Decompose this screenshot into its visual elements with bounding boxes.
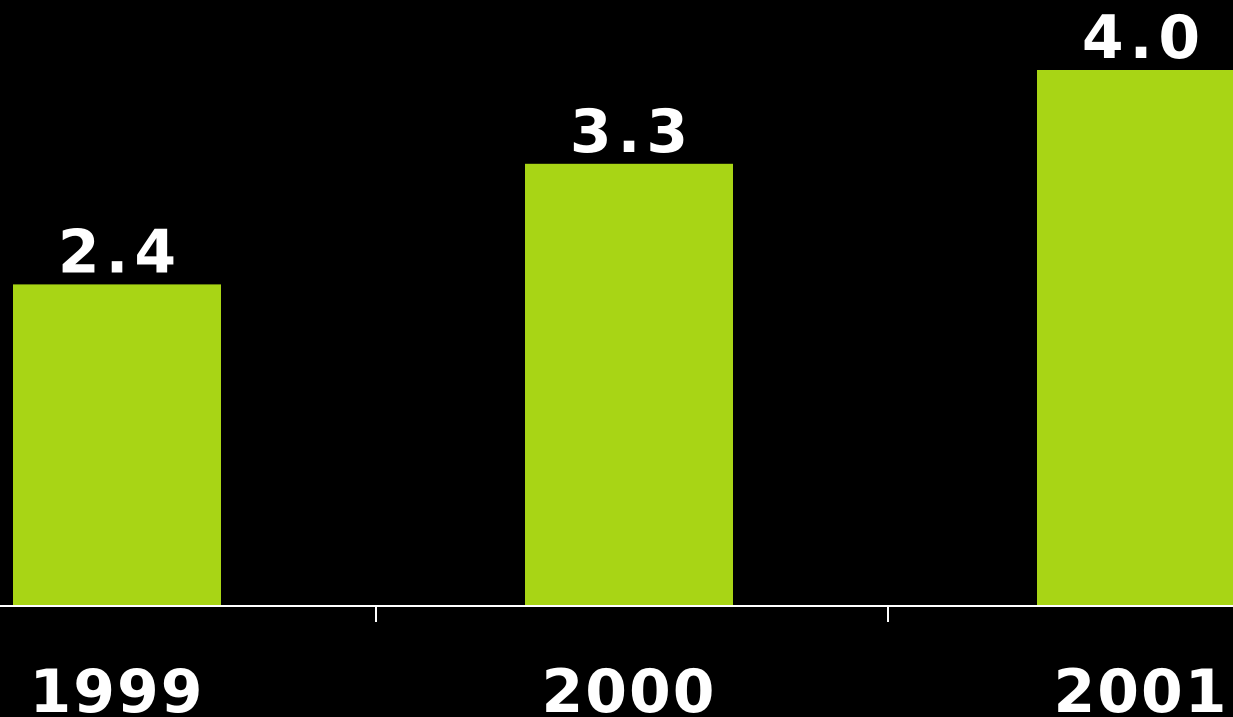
x-tick-label-2001: 2001 (1054, 657, 1229, 717)
x-tick-label-2000: 2000 (542, 657, 717, 717)
value-label-2000: 3.3 (570, 97, 694, 167)
bars-group (13, 70, 1233, 607)
value-label-2001: 4.0 (1082, 3, 1206, 73)
bar-1999 (13, 284, 221, 606)
x-tick-labels-group: 1999 2000 2001 (30, 657, 1229, 717)
bar-2000 (525, 163, 733, 607)
x-tick-label-1999: 1999 (30, 657, 205, 717)
value-labels-group: 2.4 3.3 4.0 (58, 3, 1206, 287)
value-label-1999: 2.4 (58, 217, 182, 287)
bar-2001 (1037, 70, 1233, 606)
x-axis (0, 605, 1233, 622)
x-axis-ticks (375, 606, 889, 622)
